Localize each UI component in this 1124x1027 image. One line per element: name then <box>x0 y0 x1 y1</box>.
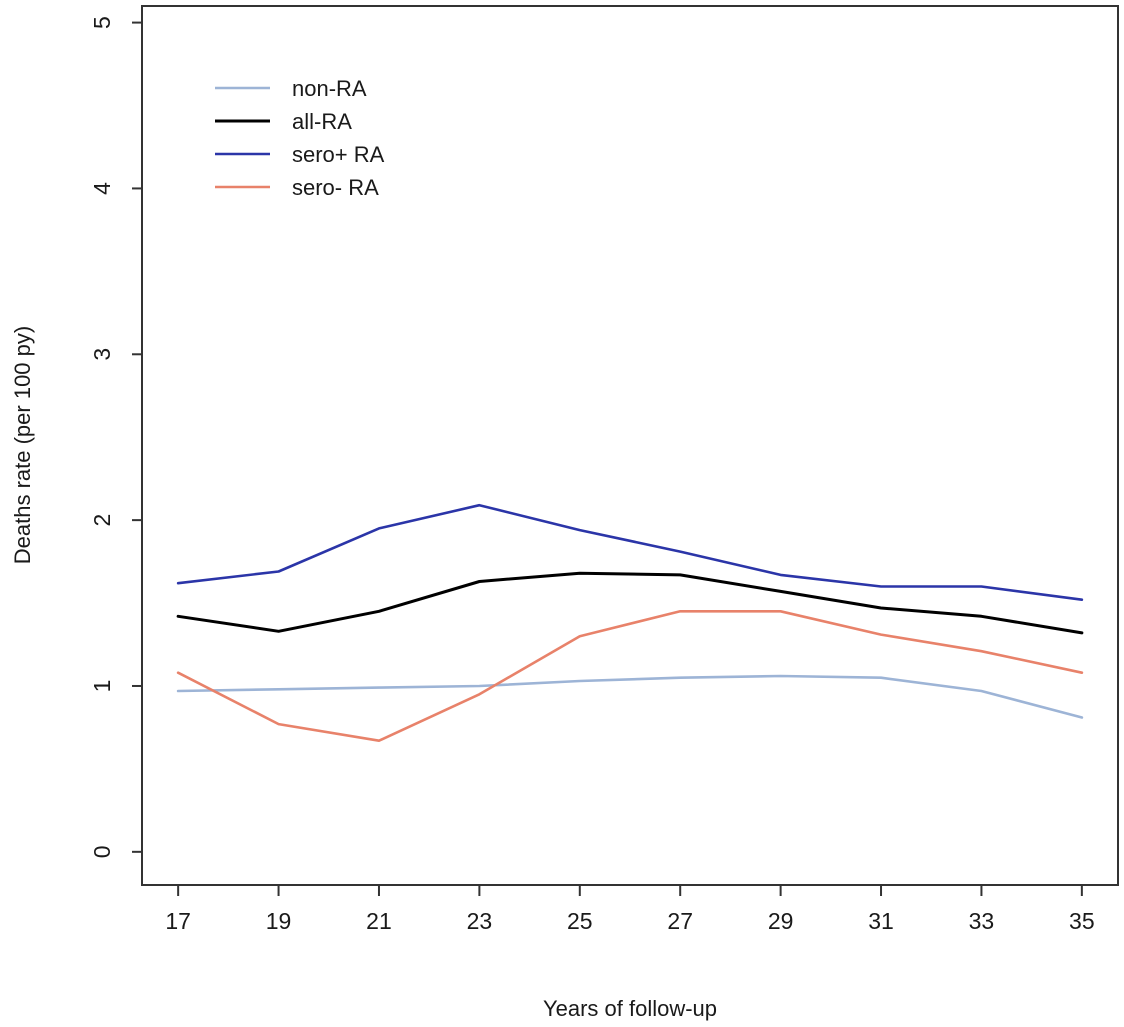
x-tick-label-33: 33 <box>969 908 995 934</box>
x-tick-label-25: 25 <box>567 908 593 934</box>
series-line-non-ra <box>178 676 1082 718</box>
series-line-sero-ra <box>178 611 1082 740</box>
x-axis: 17 19 21 23 25 27 29 31 33 35 <box>165 885 1094 934</box>
legend-label-sero-ra: sero- RA <box>292 175 379 200</box>
y-tick-label-1: 1 <box>89 680 115 693</box>
x-tick-label-23: 23 <box>467 908 493 934</box>
plot-frame <box>142 6 1118 885</box>
x-tick-label-31: 31 <box>868 908 894 934</box>
series-layer <box>178 505 1082 741</box>
y-axis: 0 1 2 3 4 5 <box>89 16 142 858</box>
x-tick-label-27: 27 <box>667 908 693 934</box>
legend-label-seropos-ra: sero+ RA <box>292 142 385 167</box>
y-tick-label-2: 2 <box>89 514 115 527</box>
legend: non-RA all-RA sero+ RA sero- RA <box>215 76 385 200</box>
x-tick-label-19: 19 <box>266 908 292 934</box>
legend-label-all-ra: all-RA <box>292 109 352 134</box>
series-line-seropos-ra <box>178 505 1082 600</box>
x-tick-label-35: 35 <box>1069 908 1095 934</box>
x-axis-title: Years of follow-up <box>543 996 717 1021</box>
legend-label-non-ra: non-RA <box>292 76 367 101</box>
y-tick-label-5: 5 <box>89 16 115 29</box>
x-tick-label-29: 29 <box>768 908 794 934</box>
y-tick-label-3: 3 <box>89 348 115 361</box>
y-axis-title: Deaths rate (per 100 py) <box>10 326 35 564</box>
x-tick-label-17: 17 <box>165 908 191 934</box>
x-tick-label-21: 21 <box>366 908 392 934</box>
y-tick-label-0: 0 <box>89 845 115 858</box>
y-tick-label-4: 4 <box>89 182 115 195</box>
